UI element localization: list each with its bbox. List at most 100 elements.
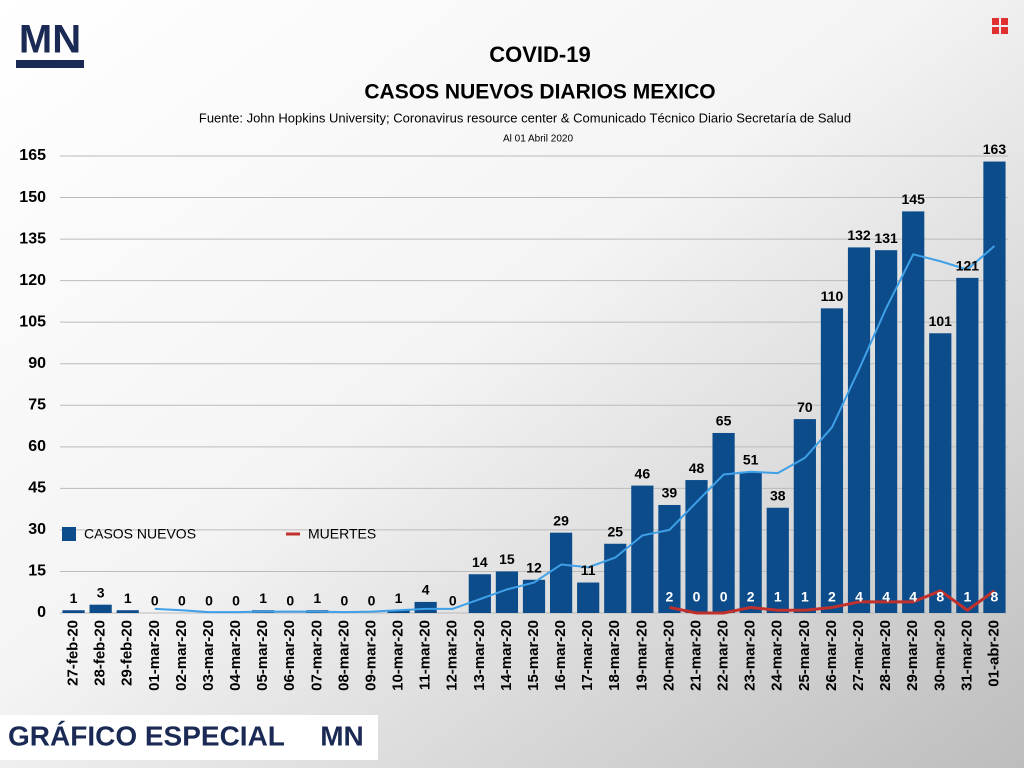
legend-label: CASOS NUEVOS bbox=[84, 526, 196, 542]
bar bbox=[739, 471, 762, 613]
data-label: 1 bbox=[963, 589, 971, 605]
data-label: 25 bbox=[607, 523, 623, 539]
footer-box bbox=[0, 715, 378, 760]
x-tick-label: 22-mar-20 bbox=[715, 620, 732, 691]
x-tick-label: 26-mar-20 bbox=[823, 620, 840, 691]
bar bbox=[577, 582, 600, 613]
bar bbox=[631, 485, 654, 613]
x-tick-label: 06-mar-20 bbox=[281, 620, 298, 691]
x-tick-label: 15-mar-20 bbox=[525, 620, 542, 691]
x-tick-label: 11-mar-20 bbox=[417, 620, 434, 690]
data-label: 70 bbox=[797, 399, 813, 415]
bar bbox=[902, 211, 925, 614]
x-tick-label: 20-mar-20 bbox=[660, 620, 677, 691]
data-label: 0 bbox=[449, 593, 457, 609]
bar bbox=[414, 601, 437, 613]
data-label: 1 bbox=[801, 589, 809, 605]
data-label: 0 bbox=[205, 593, 213, 609]
x-tick-label: 07-mar-20 bbox=[308, 620, 325, 691]
data-label: 0 bbox=[341, 593, 349, 609]
x-tick-label: 12-mar-20 bbox=[444, 620, 461, 691]
data-label: 0 bbox=[720, 589, 728, 605]
data-label: 2 bbox=[666, 589, 674, 605]
data-label: 39 bbox=[662, 485, 678, 501]
x-tick-label: 28-mar-20 bbox=[877, 620, 894, 691]
data-label: 8 bbox=[991, 589, 999, 605]
data-label: 46 bbox=[635, 465, 651, 481]
data-label: 110 bbox=[821, 288, 844, 304]
data-label: 0 bbox=[151, 593, 159, 609]
data-label: 0 bbox=[232, 593, 240, 609]
legend-swatch bbox=[62, 527, 76, 541]
x-tick-label: 13-mar-20 bbox=[471, 620, 488, 691]
source: Fuente: John Hopkins University; Coronav… bbox=[199, 110, 851, 125]
deaths-line bbox=[669, 589, 996, 615]
y-tick-label: 135 bbox=[19, 230, 46, 247]
data-label: 1 bbox=[774, 589, 782, 605]
bar bbox=[956, 277, 979, 613]
x-tick-label: 04-mar-20 bbox=[227, 620, 244, 691]
y-tick-label: 15 bbox=[28, 563, 46, 580]
x-tick-label: 27-mar-20 bbox=[850, 620, 867, 691]
y-tick-label: 105 bbox=[19, 313, 46, 330]
data-label: 121 bbox=[956, 258, 980, 274]
x-tick-label: 10-mar-20 bbox=[390, 620, 407, 691]
data-label: 131 bbox=[874, 230, 898, 246]
bar bbox=[62, 610, 85, 613]
x-tick-label: 29-feb-20 bbox=[119, 620, 136, 686]
data-label: 2 bbox=[747, 589, 755, 605]
bar bbox=[766, 507, 789, 613]
data-label: 132 bbox=[847, 227, 871, 243]
bar bbox=[685, 480, 708, 613]
data-label: 0 bbox=[286, 593, 294, 609]
x-tick-label: 14-mar-20 bbox=[498, 620, 515, 691]
data-label: 0 bbox=[178, 593, 186, 609]
bar bbox=[468, 574, 491, 613]
data-label: 1 bbox=[259, 590, 267, 606]
y-tick-label: 45 bbox=[28, 480, 46, 497]
x-tick-label: 25-mar-20 bbox=[796, 620, 813, 691]
x-tick-label: 27-feb-20 bbox=[65, 620, 82, 686]
date-note: Al 01 Abril 2020 bbox=[503, 134, 573, 145]
x-tick-label: 21-mar-20 bbox=[687, 620, 704, 691]
x-tick-label: 18-mar-20 bbox=[606, 620, 623, 691]
x-tick-label: 08-mar-20 bbox=[335, 620, 352, 691]
logo-bar bbox=[16, 60, 84, 68]
bar bbox=[875, 250, 898, 614]
menu-icon bbox=[992, 18, 1008, 34]
data-label: 163 bbox=[983, 141, 1007, 157]
data-label: 1 bbox=[395, 590, 403, 606]
bar bbox=[983, 161, 1006, 613]
x-tick-label: 09-mar-20 bbox=[362, 620, 379, 691]
data-label: 4 bbox=[909, 589, 917, 605]
data-label: 1 bbox=[313, 590, 321, 606]
data-label: 2 bbox=[828, 589, 836, 605]
x-tick-label: 01-abr-20 bbox=[985, 620, 1002, 687]
data-label: 8 bbox=[936, 589, 944, 605]
x-tick-label: 17-mar-20 bbox=[579, 620, 596, 691]
x-tick-label: 03-mar-20 bbox=[200, 620, 217, 691]
data-label: 11 bbox=[581, 562, 596, 578]
data-label: 3 bbox=[97, 584, 105, 600]
y-tick-label: 150 bbox=[19, 189, 46, 206]
chart-title: COVID-19 bbox=[489, 42, 590, 67]
x-tick-label: 19-mar-20 bbox=[633, 620, 650, 691]
data-label: 14 bbox=[472, 554, 488, 570]
data-label: 0 bbox=[368, 593, 376, 609]
bar bbox=[89, 604, 112, 613]
data-label: 38 bbox=[770, 487, 786, 503]
x-tick-label: 23-mar-20 bbox=[742, 620, 759, 691]
y-tick-label: 75 bbox=[28, 396, 46, 413]
chart-subtitle: CASOS NUEVOS DIARIOS MEXICO bbox=[364, 81, 715, 104]
data-label: 0 bbox=[693, 589, 701, 605]
x-tick-label: 16-mar-20 bbox=[552, 620, 569, 691]
data-label: 1 bbox=[70, 590, 78, 606]
bar bbox=[604, 543, 627, 613]
legend-label: MUERTES bbox=[308, 526, 376, 542]
bar bbox=[522, 579, 546, 613]
y-tick-label: 30 bbox=[28, 521, 46, 538]
x-tick-label: 28-feb-20 bbox=[92, 620, 109, 686]
bar bbox=[549, 532, 573, 613]
